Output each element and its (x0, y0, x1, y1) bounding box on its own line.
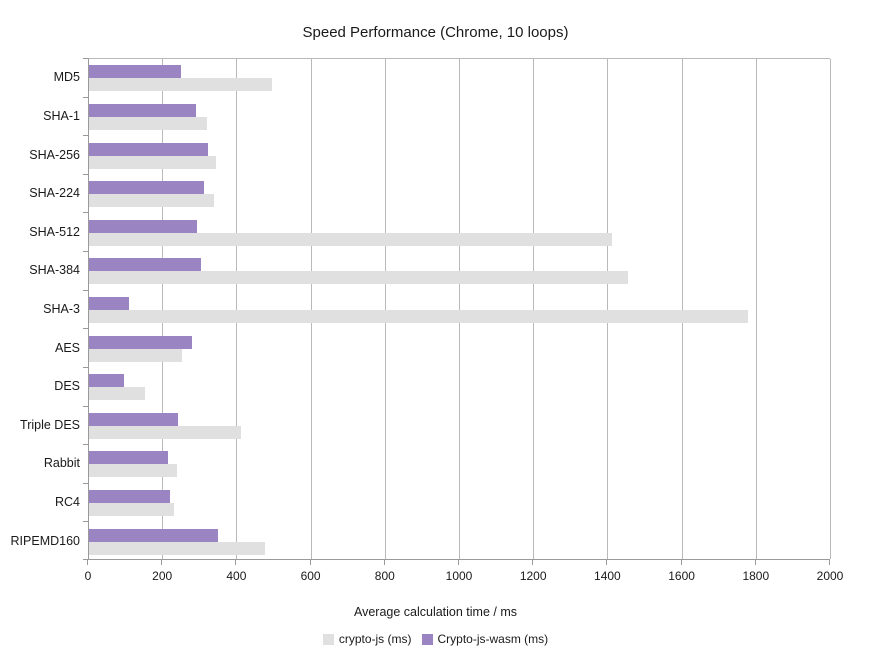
category-label-md5: MD5 (53, 70, 80, 85)
x-axis-tick-label-600: 600 (300, 569, 321, 583)
gridline-x-400 (236, 59, 238, 559)
x-axis-tick-0 (87, 560, 88, 565)
category-label-sha-1: SHA-1 (43, 108, 80, 123)
gridline-x-1800 (755, 59, 757, 559)
bar-rc4-crypto-js (89, 503, 175, 517)
x-axis-tick-label-1600: 1600 (668, 569, 695, 583)
y-axis-tick (83, 559, 88, 560)
x-axis-tick-label-800: 800 (374, 569, 395, 583)
legend-item-crypto-js: crypto-js (ms) (322, 632, 412, 646)
x-axis-tick-1600 (680, 560, 682, 565)
y-axis-tick (83, 521, 88, 523)
category-label-des: DES (54, 379, 80, 394)
x-axis-tick-200 (161, 560, 163, 565)
y-axis-tick (83, 251, 88, 253)
bar-rabbit-crypto-js (89, 464, 177, 478)
bar-sha-1-wasm (89, 103, 197, 117)
bar-rabbit-wasm (89, 451, 169, 465)
bar-md5-wasm (89, 65, 181, 79)
bar-des-wasm (89, 374, 124, 388)
legend-label-crypto-js-wasm: Crypto-js-wasm (ms) (437, 632, 549, 646)
x-axis-tick-label-0: 0 (84, 569, 92, 583)
gridline-x-600 (310, 59, 312, 559)
x-axis-tick-400 (235, 560, 237, 565)
category-label-triple-des: Triple DES (20, 417, 80, 432)
gridline-x-1000 (459, 59, 460, 559)
x-axis-tick-1000 (458, 560, 459, 565)
legend-label-crypto-js: crypto-js (ms) (338, 632, 412, 646)
bar-triple-des-crypto-js (89, 425, 242, 439)
legend: crypto-js (ms) Crypto-js-wasm (ms) (0, 632, 871, 646)
category-label-sha-224: SHA-224 (29, 186, 80, 201)
gridline-x-800 (384, 59, 386, 559)
bar-sha-384-wasm (89, 258, 202, 272)
bar-triple-des-wasm (89, 412, 179, 426)
x-axis-tick-800 (383, 560, 385, 565)
y-axis-tick (83, 135, 88, 137)
y-axis-tick (83, 173, 88, 175)
legend-item-crypto-js-wasm: Crypto-js-wasm (ms) (421, 632, 549, 646)
plot-area (88, 58, 831, 560)
bar-sha-512-wasm (89, 219, 197, 233)
x-axis-tick-label-1800: 1800 (742, 569, 770, 583)
gridline-x-200 (162, 59, 164, 559)
gridline-x-1200 (533, 59, 535, 559)
category-label-sha-512: SHA-512 (29, 224, 80, 239)
y-axis-tick (83, 58, 88, 59)
category-label-sha-384: SHA-384 (29, 263, 80, 278)
bar-sha-3-crypto-js (89, 310, 748, 323)
x-axis-tick-label-1200: 1200 (519, 569, 547, 583)
bar-md5-crypto-js (89, 78, 272, 92)
legend-swatch-crypto-js (322, 633, 334, 645)
bar-sha-3-wasm (89, 297, 130, 310)
y-axis-tick (83, 366, 88, 368)
x-axis-tick-600 (309, 560, 311, 565)
x-axis-tick-label-2000: 2000 (816, 569, 844, 583)
y-axis-tick (83, 444, 88, 446)
bar-sha-512-crypto-js (89, 232, 613, 246)
x-axis-tick-label-400: 400 (226, 569, 247, 583)
bar-rc4-wasm (89, 490, 170, 504)
category-label-sha-3: SHA-3 (43, 302, 80, 316)
legend-swatch-crypto-js-wasm (421, 633, 433, 645)
x-axis-tick-label-1000: 1000 (445, 569, 473, 583)
x-axis-tick-1200 (532, 560, 534, 565)
gridline-x-2000 (830, 59, 831, 559)
bar-des-crypto-js (89, 387, 145, 401)
y-axis-tick (83, 405, 88, 407)
bar-sha-256-wasm (89, 142, 208, 156)
bar-sha-256-crypto-js (89, 155, 217, 169)
y-axis-tick (83, 212, 88, 214)
category-label-aes: AES (54, 340, 80, 355)
x-axis-tick-1800 (754, 560, 756, 565)
bar-sha-384-crypto-js (89, 271, 628, 285)
y-axis-tick (83, 96, 88, 98)
y-axis-tick (83, 482, 88, 484)
bar-sha-224-crypto-js (89, 194, 215, 208)
x-axis-tick-1400 (606, 560, 608, 565)
bar-ripemd160-crypto-js (89, 541, 265, 555)
category-label-rc4: RC4 (54, 495, 80, 510)
category-label-ripemd160: RIPEMD160 (10, 533, 80, 548)
x-axis-tick-2000 (829, 560, 830, 565)
x-axis-title: Average calculation time / ms (353, 605, 518, 619)
bar-aes-crypto-js (89, 348, 183, 362)
bar-ripemd160-wasm (89, 528, 218, 542)
bar-aes-wasm (89, 335, 193, 349)
bar-sha-224-wasm (89, 181, 205, 195)
category-label-sha-256: SHA-256 (29, 147, 80, 162)
y-axis-tick (83, 289, 88, 291)
gridline-x-1600 (681, 59, 683, 559)
x-axis-tick-label-1400: 1400 (594, 569, 621, 583)
category-label-rabbit: Rabbit (43, 456, 80, 471)
x-axis-tick-label-200: 200 (152, 569, 173, 583)
gridline-x-1400 (607, 59, 609, 559)
y-axis-tick (83, 328, 88, 330)
bar-sha-1-crypto-js (89, 116, 207, 130)
chart-title: Speed Performance (Chrome, 10 loops) (302, 24, 569, 41)
